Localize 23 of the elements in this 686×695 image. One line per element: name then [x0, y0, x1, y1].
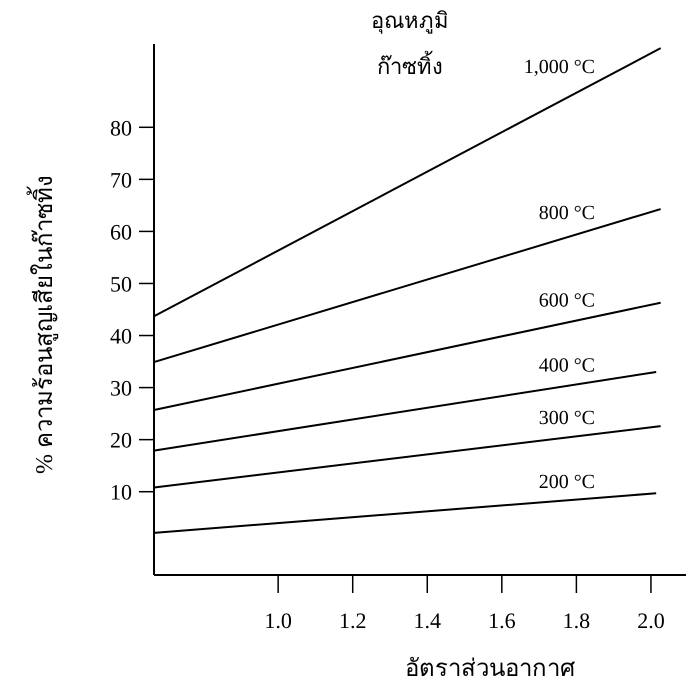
x-tick-label: 2.0 [637, 608, 665, 633]
series-label: 400 °C [538, 354, 596, 377]
x-tick-label: 1.8 [562, 608, 590, 633]
series-label: 800 °C [538, 202, 596, 224]
y-tick-label: 60 [110, 219, 132, 244]
series-label: 300 °C [538, 407, 596, 430]
y-tick-label: 70 [110, 167, 132, 192]
y-tick-label: 80 [110, 115, 132, 140]
y-tick-label: 30 [110, 376, 132, 401]
x-axis-title: อัตราส่วนอากาศ [405, 656, 575, 682]
series-label: 200 °C [538, 471, 596, 494]
series-label: 1,000 °C [524, 56, 596, 78]
legend-title: อุณหภูมิ ก๊าซทิ้ง [371, 8, 449, 79]
y-axis-title: % ความร้อนสูญเสียในก๊าซทิ้ง [26, 175, 59, 474]
x-tick-label: 1.2 [338, 608, 366, 633]
y-tick-label: 40 [110, 324, 132, 349]
y-tick-label: 50 [110, 271, 132, 296]
y-tick-label: 10 [110, 480, 132, 505]
x-tick-label: 1.6 [488, 608, 516, 633]
y-tick-label: 20 [110, 428, 132, 453]
x-tick-label: 1.0 [264, 608, 292, 633]
x-tick-label: 1.4 [414, 608, 442, 633]
series-label: 600 °C [538, 290, 596, 312]
